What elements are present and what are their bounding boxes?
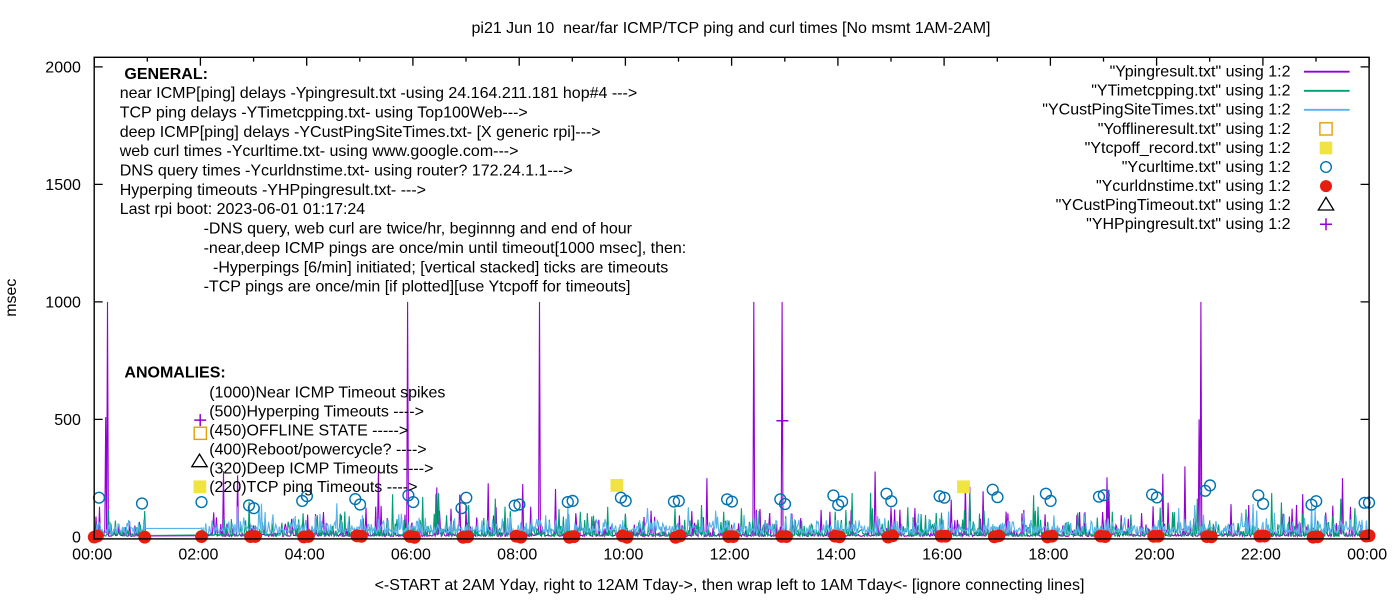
svg-text:08:00: 08:00 bbox=[497, 546, 537, 563]
svg-text:(500)Hyperping Timeouts ---->: (500)Hyperping Timeouts ----> bbox=[209, 403, 424, 420]
svg-text:"YCustPingTimeout.txt" using 1: "YCustPingTimeout.txt" using 1:2 bbox=[1056, 197, 1291, 214]
svg-text:"Ycurltime.txt" using 1:2: "Ycurltime.txt" using 1:2 bbox=[1122, 159, 1291, 176]
svg-text:"Yofflineresult.txt" using 1:2: "Yofflineresult.txt" using 1:2 bbox=[1098, 121, 1291, 138]
svg-text:"Ytcpoff_record.txt" using 1:2: "Ytcpoff_record.txt" using 1:2 bbox=[1085, 140, 1291, 157]
svg-text:near ICMP[ping] delays -Ypingr: near ICMP[ping] delays -Ypingresult.txt … bbox=[120, 85, 637, 102]
svg-text:14:00: 14:00 bbox=[816, 546, 856, 563]
svg-text:<-START at 2AM Yday, right to: <-START at 2AM Yday, right to 12AM Tday-… bbox=[375, 577, 1085, 594]
svg-text:web curl times -Ycurltime.txt-: web curl times -Ycurltime.txt- using www… bbox=[119, 143, 519, 160]
svg-text:pi21 Jun 10 near/far ICMP/TCP: pi21 Jun 10 near/far ICMP/TCP ping and c… bbox=[471, 20, 990, 37]
svg-text:-near,deep ICMP pings are once: -near,deep ICMP pings are once/min until… bbox=[204, 240, 687, 257]
svg-text:deep ICMP[ping] delays -YCustP: deep ICMP[ping] delays -YCustPingSiteTim… bbox=[120, 124, 601, 141]
svg-text:"Ypingresult.txt" using 1:2: "Ypingresult.txt" using 1:2 bbox=[1110, 64, 1291, 81]
svg-text:"YCustPingSiteTimes.txt" using: "YCustPingSiteTimes.txt" using 1:2 bbox=[1042, 102, 1290, 119]
svg-text:10:00: 10:00 bbox=[603, 546, 643, 563]
svg-text:12:00: 12:00 bbox=[710, 546, 750, 563]
svg-text:-TCP pings are once/min [if pl: -TCP pings are once/min [if plotted][use… bbox=[204, 279, 631, 296]
svg-text:TCP ping delays -YTimetcpping.: TCP ping delays -YTimetcpping.txt- using… bbox=[120, 105, 528, 122]
svg-text:00:00: 00:00 bbox=[72, 546, 112, 563]
svg-text:msec: msec bbox=[3, 279, 20, 317]
svg-text:ANOMALIES:: ANOMALIES: bbox=[124, 364, 225, 381]
svg-text:GENERAL:: GENERAL: bbox=[124, 66, 208, 83]
svg-text:1500: 1500 bbox=[45, 177, 81, 194]
svg-text:20:00: 20:00 bbox=[1135, 546, 1175, 563]
svg-text:02:00: 02:00 bbox=[178, 546, 218, 563]
svg-text:"Ycurldnstime.txt" using 1:2: "Ycurldnstime.txt" using 1:2 bbox=[1096, 178, 1291, 195]
svg-text:(400)Reboot/powercycle? ---->: (400)Reboot/powercycle? ----> bbox=[209, 441, 426, 458]
svg-text:2000: 2000 bbox=[45, 60, 81, 77]
svg-text:22:00: 22:00 bbox=[1241, 546, 1281, 563]
svg-text:(1000)Near ICMP Timeout spikes: (1000)Near ICMP Timeout spikes bbox=[209, 385, 445, 402]
svg-text:"YTimetcpping.txt" using 1:2: "YTimetcpping.txt" using 1:2 bbox=[1091, 83, 1290, 100]
svg-text:Last rpi boot: 2023-06-01 01:1: Last rpi boot: 2023-06-01 01:17:24 bbox=[120, 201, 366, 218]
svg-text:16:00: 16:00 bbox=[922, 546, 962, 563]
svg-text:00:00: 00:00 bbox=[1347, 546, 1387, 563]
svg-text:1000: 1000 bbox=[45, 295, 81, 312]
svg-text:(320)Deep ICMP Timeouts ---->: (320)Deep ICMP Timeouts ----> bbox=[209, 460, 433, 477]
svg-text:0: 0 bbox=[72, 530, 81, 547]
svg-text:"YHPpingresult.txt" using 1:2: "YHPpingresult.txt" using 1:2 bbox=[1086, 216, 1290, 233]
svg-text:Hyperping timeouts -YHPpingres: Hyperping timeouts -YHPpingresult.txt- -… bbox=[120, 182, 426, 199]
svg-text:DNS query times -Ycurldnstime.: DNS query times -Ycurldnstime.txt- using… bbox=[120, 163, 573, 180]
svg-text:06:00: 06:00 bbox=[391, 546, 431, 563]
svg-text:04:00: 04:00 bbox=[285, 546, 325, 563]
svg-text:(220)TCP ping Timeouts ---->: (220)TCP ping Timeouts ----> bbox=[209, 479, 417, 496]
svg-text:-DNS query, web curl are twice: -DNS query, web curl are twice/hr, begin… bbox=[204, 221, 633, 238]
svg-text:500: 500 bbox=[54, 412, 81, 429]
svg-text:-Hyperpings [6/min] initiated;: -Hyperpings [6/min] initiated; [vertical… bbox=[213, 259, 668, 276]
svg-text:18:00: 18:00 bbox=[1028, 546, 1068, 563]
svg-text:(450)OFFLINE STATE ----->: (450)OFFLINE STATE -----> bbox=[209, 422, 408, 439]
